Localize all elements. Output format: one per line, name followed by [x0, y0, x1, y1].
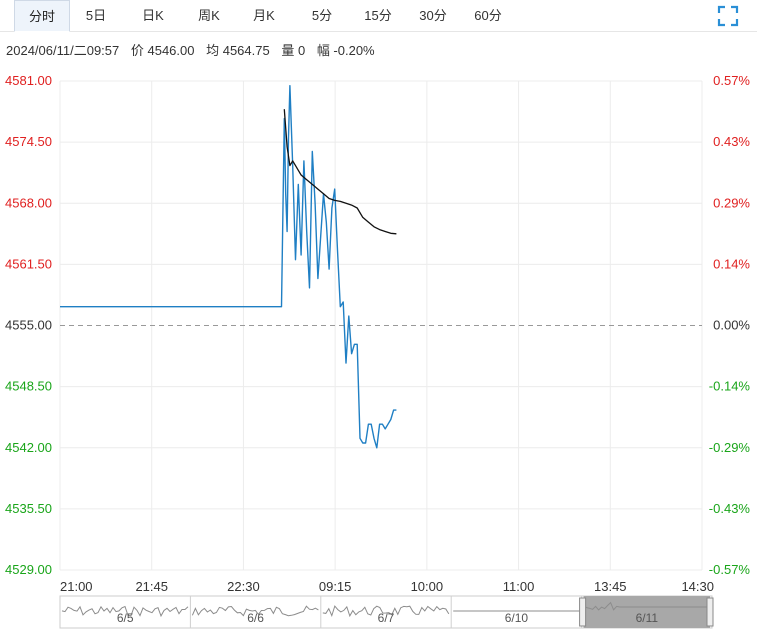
y-tick-label-left: 4574.50 [5, 134, 52, 149]
quote-change: 幅 -0.20% [316, 43, 375, 58]
intraday-price-chart[interactable]: 4581.00 0.57% 4574.50 0.43% 4568.00 0.29% 4561… [0, 64, 757, 594]
y-tick-label-left: 4568.00 [5, 195, 52, 210]
quote-datetime: 2024/06/11/二09:57 [6, 43, 120, 58]
navigator-handle [706, 597, 714, 627]
tab-5day[interactable]: 5日 [85, 8, 107, 23]
y-tick-label-right: 0.14% [713, 256, 750, 271]
tab-intraday[interactable]: 分时 [14, 0, 70, 32]
x-tick-label: 14:30 [681, 579, 714, 594]
tab-30min[interactable]: 30分 [419, 8, 447, 23]
tab-monthly-k[interactable]: 月K [253, 8, 275, 23]
y-tick-label-left: 4581.00 [5, 73, 52, 88]
y-tick-label-left: 4529.00 [5, 562, 52, 577]
price-series-line [60, 85, 397, 449]
x-tick-label: 13:45 [594, 579, 627, 594]
y-tick-label-right: -0.29% [709, 440, 751, 455]
navigator-date-label: 6/6 [247, 611, 264, 625]
quote-info-line: 2024/06/11/二09:57 价 4546.00 均 4564.75 量 … [6, 40, 383, 58]
navigator-selected-region [583, 596, 710, 628]
average-series-line [283, 109, 397, 235]
y-tick-label-right: -0.14% [709, 379, 751, 394]
x-tick-label: 10:00 [411, 579, 444, 594]
x-tick-label: 11:00 [503, 579, 535, 594]
navigator-mini-series [322, 605, 450, 618]
navigator-mini-series [61, 605, 189, 618]
tab-daily-k[interactable]: 日K [142, 8, 164, 23]
y-tick-label-right: 0.57% [713, 73, 750, 88]
fullscreen-expand-icon[interactable] [716, 4, 740, 28]
period-tab-bar: 分时 5日 日K 周K 月K 5分 15分 30分 60分 [0, 0, 757, 32]
y-tick-label-left: 4542.00 [5, 440, 52, 455]
quote-price: 价 4546.00 [130, 43, 195, 58]
navigator-mini-series [583, 601, 710, 611]
x-tick-label: 21:00 [60, 579, 93, 594]
tab-5min[interactable]: 5分 [311, 8, 333, 23]
y-tick-label-right: 0.43% [713, 134, 750, 149]
navigator-date-label: 6/11 [636, 611, 659, 625]
tab-weekly-k[interactable]: 周K [198, 8, 220, 23]
navigator-date-label: 6/5 [117, 611, 134, 625]
y-tick-label-left: 4555.00 [5, 318, 52, 333]
time-range-navigator[interactable]: 6/5 6/6 6/7 6/10 6/11 [0, 594, 757, 632]
y-tick-label-left: 4535.50 [5, 501, 52, 516]
tab-15min[interactable]: 15分 [364, 8, 392, 23]
navigator-mini-series [191, 605, 319, 617]
y-tick-label-left: 4548.50 [5, 379, 52, 394]
x-tick-label: 09:15 [319, 579, 352, 594]
y-tick-label-right: 0.00% [713, 318, 750, 333]
navigator-date-label: 6/7 [378, 611, 395, 625]
tab-60min[interactable]: 60分 [474, 8, 502, 23]
quote-volume: 量 0 [281, 43, 306, 58]
y-tick-label-left: 4561.50 [5, 256, 52, 271]
x-tick-label: 21:45 [135, 579, 168, 594]
navigator-handle [579, 597, 587, 627]
x-tick-label: 22:30 [227, 579, 260, 594]
quote-average: 均 4564.75 [206, 43, 270, 58]
navigator-date-label: 6/10 [505, 611, 529, 625]
y-tick-label-right: 0.29% [713, 195, 750, 210]
y-tick-label-right: -0.57% [709, 562, 751, 577]
y-tick-label-right: -0.43% [709, 501, 751, 516]
